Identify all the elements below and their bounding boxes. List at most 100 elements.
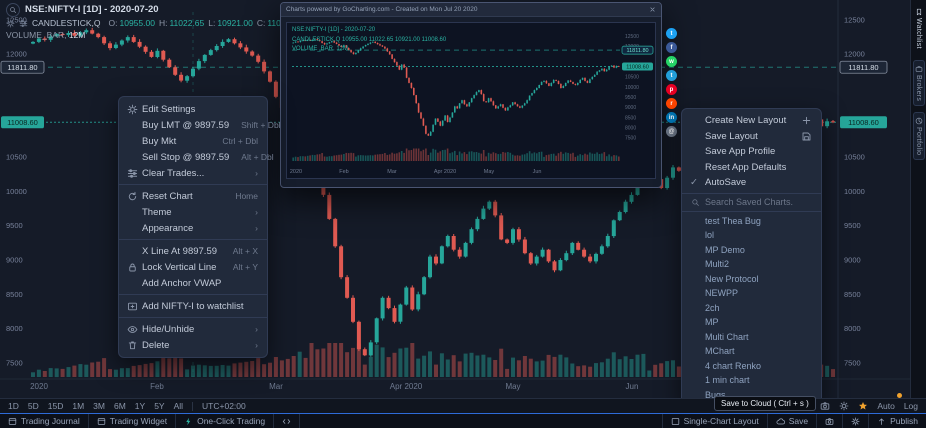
svg-text:7500: 7500 [625, 136, 636, 142]
context-menu-item-reset-chart[interactable]: Reset Chart Home [119, 188, 267, 204]
saved-chart-new-protocol[interactable]: New Protocol [705, 273, 759, 284]
context-menu: Edit Settings Buy LMT @ 9897.59 Shift + … [118, 96, 281, 358]
saved-chart-2ch[interactable]: 2ch [705, 302, 720, 313]
series-options-icon[interactable] [19, 19, 28, 28]
chart-toolbar: 1D 5D 15D 1M 3M 6M 1Y 5Y All UTC+02:00 Auto Log [0, 398, 926, 413]
saved-chart-mp-demo[interactable]: MP Demo [705, 244, 745, 255]
scale-auto[interactable]: Auto [877, 401, 895, 411]
saved-chart-multi-chart[interactable]: Multi Chart [705, 331, 749, 342]
context-menu-item-add-nifty-i-to-watchlist[interactable]: Add NIFTY-I to watchlist [119, 298, 267, 314]
window-icon [97, 417, 106, 426]
layout-menu-item-save-layout[interactable]: Save Layout [682, 129, 821, 145]
context-menu-item-add-anchor-vwap[interactable]: Add Anchor VWAP [142, 277, 222, 289]
toolbar-right: Auto Log [820, 401, 918, 411]
context-menu-item-sell-stop-9897-59[interactable]: Sell Stop @ 9897.59 Alt + Dbl [142, 151, 274, 163]
share-whatsapp-icon[interactable]: w [666, 56, 677, 67]
context-menu-item-clear-trades[interactable]: Clear Trades... › [119, 165, 267, 181]
svg-text:Jun: Jun [626, 382, 639, 391]
share-buttons: t f w t p r in @ [666, 28, 677, 137]
range-5y[interactable]: 5Y [154, 401, 165, 411]
statusbar-single-chart-layout[interactable]: Single-Chart Layout [661, 414, 767, 428]
cloud-icon [776, 417, 785, 426]
statusbar-save[interactable]: Save [766, 414, 816, 428]
side-tab-brokers[interactable]: Brokers [912, 59, 925, 107]
svg-text:8000: 8000 [625, 126, 636, 132]
layout-menu-item-autosave[interactable]: ✓ AutoSave [690, 177, 747, 189]
statusbar-camera-button[interactable] [816, 414, 842, 428]
svg-text:8500: 8500 [844, 290, 861, 299]
ohlc-value: 11022.65 [169, 18, 205, 28]
svg-text:9000: 9000 [625, 105, 636, 111]
saved-chart-1-min-chart[interactable]: 1 min chart [705, 375, 750, 386]
layout-menu-item-create-new-layout[interactable]: Create New Layout [682, 113, 821, 129]
svg-text:9500: 9500 [6, 221, 23, 230]
share-pinterest-icon[interactable]: p [666, 84, 677, 95]
volume-legend: VOLUME_BAR, 12M [6, 29, 86, 40]
svg-text:11811.80: 11811.80 [848, 63, 878, 72]
statusbar-one-click-trading[interactable]: One-Click Trading [176, 414, 275, 428]
share-reddit-icon[interactable]: r [666, 98, 677, 109]
context-menu-item-edit-settings[interactable]: Edit Settings [119, 101, 267, 117]
statusbar-gear-button[interactable] [842, 414, 868, 428]
svg-text:11008.60: 11008.60 [848, 118, 879, 127]
range-6m[interactable]: 6M [113, 401, 126, 411]
range-5d[interactable]: 5D [27, 401, 39, 411]
share-telegram-icon[interactable]: t [666, 70, 677, 81]
svg-text:10000: 10000 [625, 85, 639, 91]
side-tab-watchlist[interactable]: Watchlist [913, 3, 925, 54]
range-1d[interactable]: 1D [8, 401, 19, 411]
share-linkedin-icon[interactable]: in [666, 112, 677, 123]
context-menu-item-x-line-at-9897-59[interactable]: X Line At 9897.59 Alt + X [142, 245, 258, 257]
share-email-icon[interactable]: @ [666, 126, 677, 137]
ohlc-label: L: [208, 18, 216, 28]
context-menu-item-buy-lmt-9897-59[interactable]: Buy LMT @ 9897.59 Shift + Dbl [142, 119, 281, 131]
favorite-star-icon[interactable] [858, 401, 868, 411]
svg-text:12000: 12000 [844, 50, 865, 59]
close-icon[interactable] [649, 6, 656, 13]
range-all[interactable]: All [173, 401, 184, 411]
floppy-icon [801, 131, 812, 142]
share-twitter-icon[interactable]: t [666, 28, 677, 39]
ohlc-value: 10921.00 [217, 18, 253, 28]
saved-chart-newpp[interactable]: NEWPP [705, 288, 739, 299]
settings-icon[interactable] [839, 401, 849, 411]
scale-log[interactable]: Log [903, 401, 918, 411]
saved-chart-test-thea-bug[interactable]: test Thea Bug [705, 215, 761, 226]
series-settings-icon[interactable] [6, 19, 15, 28]
svg-text:2020: 2020 [30, 382, 48, 391]
submenu-arrow-icon: › [255, 324, 258, 334]
saved-charts-search[interactable]: Search Saved Charts. [682, 192, 821, 212]
context-menu-item-appearance[interactable]: Appearance › [142, 222, 258, 234]
saved-chart-4-chart-renko[interactable]: 4 chart Renko [705, 360, 762, 371]
layout-menu-item-reset-app-defaults[interactable]: Reset App Defaults [705, 161, 787, 173]
saved-chart-mp[interactable]: MP [705, 317, 719, 328]
symbol-search-icon[interactable] [6, 3, 20, 17]
statusbar-publish[interactable]: Publish [868, 414, 926, 428]
saved-chart-lol[interactable]: lol [705, 230, 715, 241]
svg-text:12500: 12500 [6, 15, 27, 24]
range-1m[interactable]: 1M [72, 401, 85, 411]
layout-menu-item-save-app-profile[interactable]: Save App Profile [705, 146, 776, 158]
screenshot-icon[interactable] [820, 401, 830, 411]
timezone[interactable]: UTC+02:00 [202, 401, 246, 411]
context-menu-item-buy-mkt[interactable]: Buy Mkt Ctrl + Dbl [142, 135, 258, 147]
context-menu-item-theme[interactable]: Theme › [142, 206, 258, 218]
statusbar-trading-widget[interactable]: Trading Widget [89, 414, 177, 428]
saved-chart-bugs[interactable]: Bugs [705, 389, 726, 400]
statusbar-left: Trading Journal Trading Widget One-Click… [0, 414, 301, 428]
context-menu-item-delete[interactable]: Delete › [119, 337, 267, 353]
share-facebook-icon[interactable]: f [666, 42, 677, 53]
range-1y[interactable]: 1Y [134, 401, 146, 411]
range-3m[interactable]: 3M [93, 401, 105, 411]
statusbar-trading-journal[interactable]: Trading Journal [0, 414, 89, 428]
context-menu-item-lock-vertical-line[interactable]: Lock Vertical Line Alt + Y [119, 259, 267, 275]
saved-chart-multi2[interactable]: Multi2 [705, 259, 730, 270]
side-tab-portfolio[interactable]: Portfolio [912, 112, 925, 161]
saved-chart-mchart[interactable]: MChart [705, 346, 735, 357]
context-menu-item-hide-unhide[interactable]: Hide/Unhide › [119, 321, 267, 337]
ohlc-value: 10955.00 [119, 18, 155, 28]
range-15d[interactable]: 15D [47, 401, 64, 411]
range-selector: 1D 5D 15D 1M 3M 6M 1Y 5Y All UTC+02:00 [8, 401, 246, 411]
statusbar-code-button[interactable] [274, 414, 301, 428]
